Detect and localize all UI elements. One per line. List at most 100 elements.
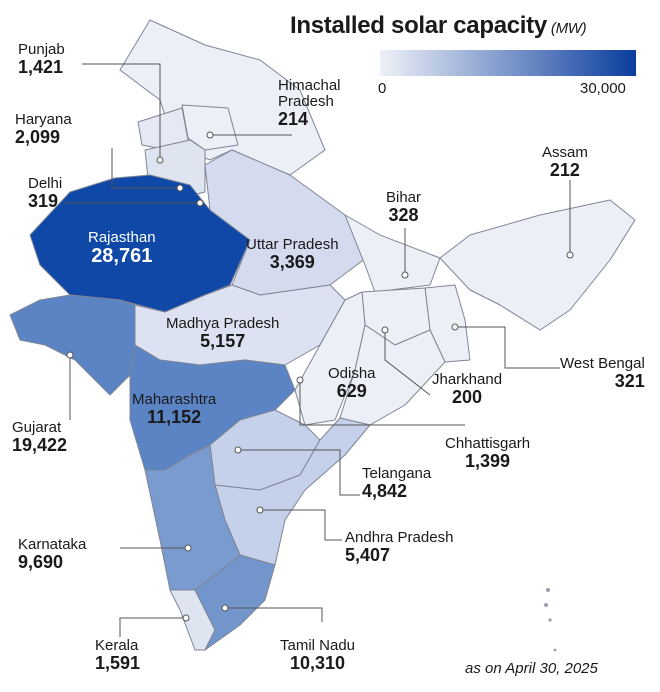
label-assam: Assam 212: [542, 145, 588, 180]
label-madhya-pradesh: Madhya Pradesh 5,157: [166, 316, 279, 351]
label-jharkhand: Jharkhand 200: [432, 372, 502, 407]
date-footnote: as on April 30, 2025: [465, 660, 598, 677]
leader-haryana: [111, 148, 180, 189]
state-name: Bihar: [386, 189, 422, 206]
label-tamil-nadu: Tamil Nadu 10,310: [280, 638, 355, 673]
dot-tamil-nadu: [221, 604, 229, 612]
dot-haryana: [176, 184, 184, 192]
state-name: Delhi: [28, 175, 63, 192]
title-text: Installed solar capacity: [290, 12, 547, 39]
state-value: 2,099: [15, 126, 61, 147]
label-bihar: Bihar 328: [386, 190, 421, 225]
dot-assam: [566, 251, 574, 259]
label-chhattisgarh: Chhattisgarh 1,399: [445, 436, 530, 471]
state-name: Himachal Pradesh: [278, 77, 341, 110]
dot-himachal: [206, 131, 214, 139]
state-name: Madhya Pradesh: [166, 315, 280, 332]
state-name: Haryana: [15, 111, 72, 128]
andaman-island: [546, 588, 550, 592]
state-name: Jharkhand: [432, 371, 503, 388]
label-odisha: Odisha 629: [328, 366, 376, 401]
region-karnataka: [144, 444, 241, 591]
state-value: 11,152: [147, 406, 202, 427]
label-west-bengal: West Bengal 321: [560, 356, 645, 391]
state-value: 4,842: [362, 480, 408, 501]
state-value: 1,421: [18, 56, 64, 77]
state-value: 200: [452, 386, 483, 407]
dot-telangana: [234, 446, 242, 454]
dot-west-bengal: [451, 323, 459, 331]
state-name: Uttar Pradesh: [246, 236, 339, 253]
state-value: 10,310: [289, 652, 346, 673]
state-value: 319: [28, 190, 59, 211]
state-value: 321: [614, 370, 645, 391]
label-kerala: Kerala 1,591: [95, 638, 140, 673]
state-value: 214: [278, 108, 309, 129]
state-name: Punjab: [18, 41, 65, 58]
state-value: 28,761: [91, 244, 153, 267]
label-uttar-pradesh: Uttar Pradesh 3,369: [246, 237, 339, 272]
state-name: Kerala: [95, 637, 139, 654]
dot-karnataka: [184, 544, 192, 552]
state-name: Maharashtra: [132, 391, 217, 408]
leader-jharkhand: [384, 330, 431, 396]
state-name: Andhra Pradesh: [345, 529, 454, 546]
state-value: 1,591: [95, 652, 141, 673]
state-name: Assam: [542, 144, 588, 161]
leader-chhattisgarh: [299, 380, 465, 426]
region-gujarat: [9, 294, 136, 396]
state-name: Odisha: [328, 365, 376, 382]
state-name: West Bengal: [560, 355, 645, 372]
state-name: Karnataka: [18, 536, 87, 553]
region-north-east: [439, 199, 636, 331]
label-telangana: Telangana 4,842: [362, 466, 431, 501]
region-tamil-nadu: [194, 554, 276, 651]
legend-min-label: 0: [378, 80, 387, 97]
label-himachal: Himachal Pradesh 214: [278, 78, 378, 128]
nicobar-island: [553, 648, 557, 652]
legend-max-label: 30,000: [580, 80, 626, 97]
leader-tamil-nadu: [225, 607, 323, 622]
title-unit: (MW): [550, 20, 587, 37]
state-value: 1,399: [465, 450, 511, 471]
state-value: 19,422: [12, 434, 68, 455]
map-title: Installed solar capacity (MW): [290, 12, 587, 40]
label-andhra-pradesh: Andhra Pradesh 5,407: [345, 530, 453, 565]
state-value: 9,690: [18, 551, 64, 572]
dot-chhattisgarh: [296, 376, 304, 384]
andaman-island: [544, 603, 548, 607]
state-name: Chhattisgarh: [445, 435, 531, 452]
state-value: 5,157: [200, 330, 246, 351]
andaman-island: [548, 618, 552, 622]
state-name: Telangana: [362, 465, 432, 482]
label-gujarat: Gujarat 19,422: [12, 420, 67, 455]
label-delhi: Delhi 319: [28, 176, 62, 211]
dot-kerala: [182, 614, 190, 622]
dot-jharkhand: [381, 326, 389, 334]
state-value: 328: [388, 204, 419, 225]
dot-bihar: [401, 271, 409, 279]
legend-gradient: [380, 50, 636, 76]
state-value: 3,369: [269, 251, 315, 272]
leader-punjab: [82, 63, 161, 160]
leader-andhra: [260, 509, 342, 541]
state-value: 5,407: [345, 544, 391, 565]
label-rajasthan: Rajasthan 28,761: [88, 230, 156, 267]
label-punjab: Punjab 1,421: [18, 42, 65, 77]
dot-gujarat: [66, 351, 74, 359]
state-value: 629: [336, 380, 367, 401]
dot-punjab: [156, 156, 164, 164]
state-name: Gujarat: [12, 419, 62, 436]
leader-kerala: [119, 617, 186, 637]
leader-telangana: [238, 449, 360, 496]
dot-delhi: [196, 199, 204, 207]
leader-west-bengal: [455, 326, 560, 369]
label-maharashtra: Maharashtra 11,152: [132, 392, 216, 427]
dot-andhra: [256, 506, 264, 514]
state-value: 212: [549, 159, 580, 180]
label-karnataka: Karnataka 9,690: [18, 537, 86, 572]
state-name: Rajasthan: [88, 229, 156, 246]
label-haryana: Haryana 2,099: [15, 112, 72, 147]
region-bihar: [344, 214, 441, 293]
